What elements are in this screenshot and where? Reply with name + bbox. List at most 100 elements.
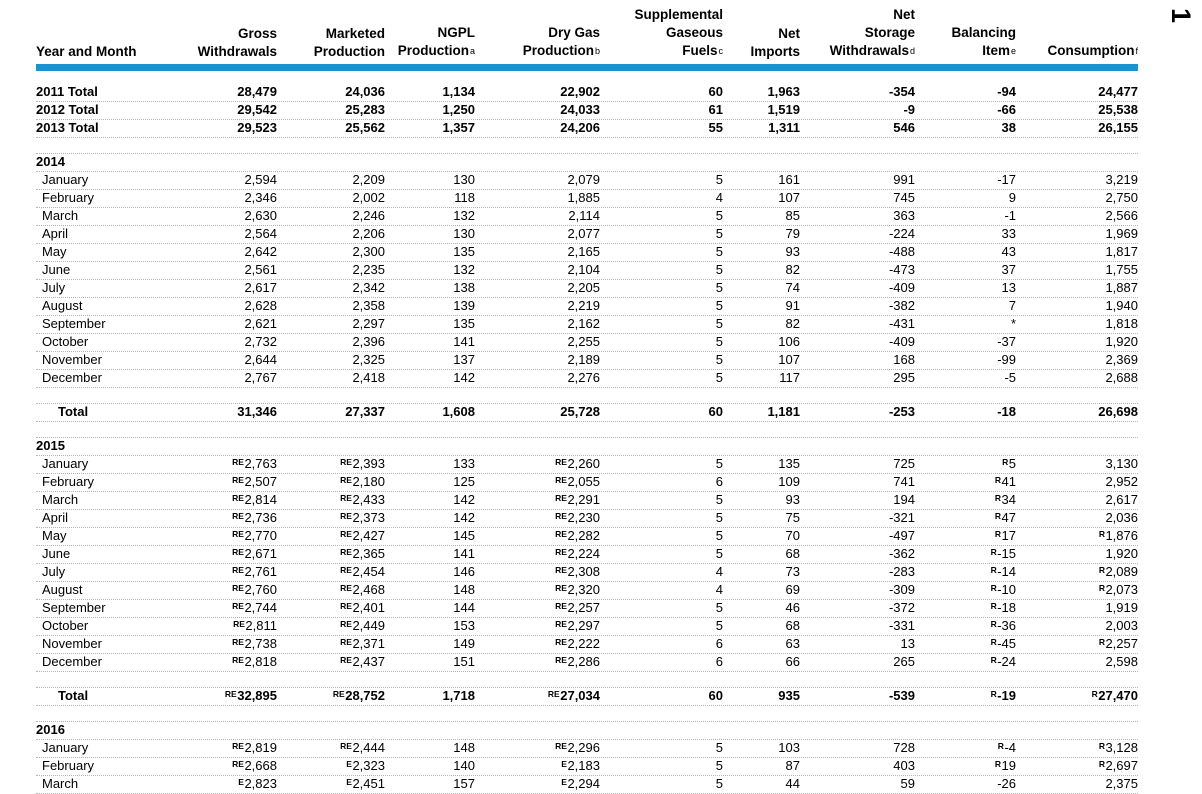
data-cell: 26,155 — [1098, 120, 1138, 135]
revision-flag: R — [990, 618, 997, 629]
data-cell: 1,357 — [442, 120, 475, 135]
data-cell: E2,823 — [238, 776, 277, 791]
data-cell: 74 — [785, 280, 800, 295]
table-row: August 2,628 2,358 139 2,219 5 91 -382 7 1,940 — [36, 298, 1138, 316]
revision-flag: RE — [232, 474, 244, 485]
data-cell: 132 — [453, 208, 475, 223]
data-cell: 2,566 — [1105, 208, 1138, 223]
column-header: Net Storage Withdrawalsd — [829, 7, 915, 58]
revision-flag: RE — [340, 654, 352, 665]
data-cell: 2,767 — [244, 370, 277, 385]
data-cell: RE2,507 — [232, 474, 277, 489]
data-cell: 2,104 — [567, 262, 600, 277]
revision-flag: RE — [340, 636, 352, 647]
data-cell: -354 — [888, 84, 915, 99]
header-gap — [36, 71, 1138, 84]
data-cell: 148 — [453, 740, 475, 755]
data-cell: RE2,770 — [232, 528, 277, 543]
data-cell: 168 — [893, 352, 915, 367]
data-cell: 1,940 — [1105, 298, 1138, 313]
revision-flag: RE — [340, 510, 352, 521]
data-cell: 91 — [785, 298, 800, 313]
revision-flag: RE — [555, 492, 567, 503]
row-label: January — [42, 740, 89, 755]
table-row: April 2,564 2,206 130 2,077 5 79 -224 33 1,969 — [36, 226, 1138, 244]
data-cell: 2,162 — [567, 316, 600, 331]
data-cell: -382 — [888, 298, 915, 313]
data-cell: 2,325 — [352, 352, 385, 367]
revision-flag: R — [1098, 582, 1105, 593]
table-header: Year and Month Gross Withdrawals Marketed Pr… — [36, 0, 1138, 61]
data-cell: 25,562 — [345, 120, 385, 135]
data-cell: 142 — [453, 510, 475, 525]
data-cell — [1016, 154, 1138, 171]
revision-flag: RE — [555, 528, 567, 539]
data-cell: RE2,282 — [555, 528, 600, 543]
data-cell: 38 — [1001, 120, 1016, 135]
data-cell: 6 — [715, 474, 723, 489]
data-cell: 2,209 — [352, 172, 385, 187]
data-cell: 2,276 — [567, 370, 600, 385]
data-cell: 24,206 — [560, 120, 600, 135]
data-cell — [277, 154, 385, 171]
column-header: Year and Month — [36, 44, 137, 59]
revision-flag: R — [1091, 688, 1098, 699]
row-label: April — [42, 510, 69, 525]
revision-flag: E — [561, 776, 567, 787]
data-cell: R2,089 — [1098, 564, 1138, 579]
data-cell: RE2,668 — [232, 758, 277, 773]
revision-flag: RE — [555, 600, 567, 611]
data-cell: 2,418 — [352, 370, 385, 385]
data-cell: E2,183 — [561, 758, 600, 773]
data-cell: 73 — [785, 564, 800, 579]
data-cell: 2,205 — [567, 280, 600, 295]
data-cell: 5 — [715, 352, 723, 367]
revision-flag: RE — [340, 582, 352, 593]
data-cell — [723, 438, 800, 455]
data-cell: 728 — [893, 740, 915, 755]
data-cell: 29,523 — [237, 120, 277, 135]
data-cell: RE2,291 — [555, 492, 600, 507]
revision-flag: R — [1098, 758, 1105, 769]
data-cell: -331 — [888, 618, 915, 633]
table-row: March E2,823 E2,451 157 E2,294 5 44 59 -26 2,375 — [36, 776, 1138, 794]
data-cell: 82 — [785, 262, 800, 277]
data-cell: 2,036 — [1105, 510, 1138, 525]
data-cell: RE2,320 — [555, 582, 600, 597]
data-cell: 68 — [785, 546, 800, 561]
data-cell — [915, 438, 1016, 455]
data-cell: 5 — [715, 492, 723, 507]
revision-flag: R — [990, 636, 997, 647]
data-cell: 1,181 — [767, 404, 800, 419]
data-cell: 37 — [1001, 262, 1016, 277]
footnote-marker: e — [1010, 46, 1016, 56]
data-cell: 991 — [893, 172, 915, 187]
data-cell: 63 — [785, 636, 800, 651]
data-cell: 2,621 — [244, 316, 277, 331]
section-spacer — [36, 672, 1138, 688]
data-cell: 29,542 — [237, 102, 277, 117]
data-cell: -37 — [997, 334, 1016, 349]
data-cell: R-24 — [990, 654, 1016, 669]
footnote-marker: a — [469, 46, 475, 56]
table-row: September 2,621 2,297 135 2,162 5 82 -431 * 1,818 — [36, 316, 1138, 334]
data-cell: 2,617 — [1105, 492, 1138, 507]
revision-flag: R — [990, 546, 997, 557]
data-cell: R47 — [994, 510, 1016, 525]
data-cell: 403 — [893, 758, 915, 773]
data-cell: 5 — [715, 172, 723, 187]
data-cell: 1,920 — [1105, 334, 1138, 349]
data-cell: -539 — [888, 688, 915, 703]
data-cell: 133 — [453, 456, 475, 471]
data-cell: 5 — [715, 776, 723, 791]
data-cell: 107 — [778, 190, 800, 205]
revision-flag: RE — [547, 688, 560, 699]
data-cell: RE2,308 — [555, 564, 600, 579]
data-cell: R19 — [994, 758, 1016, 773]
revision-flag: R — [994, 758, 1002, 769]
data-cell: 142 — [453, 492, 475, 507]
row-label: April — [42, 226, 69, 241]
data-cell: 1,969 — [1105, 226, 1138, 241]
data-cell: RE2,222 — [555, 636, 600, 651]
revision-flag: R — [1098, 636, 1105, 647]
